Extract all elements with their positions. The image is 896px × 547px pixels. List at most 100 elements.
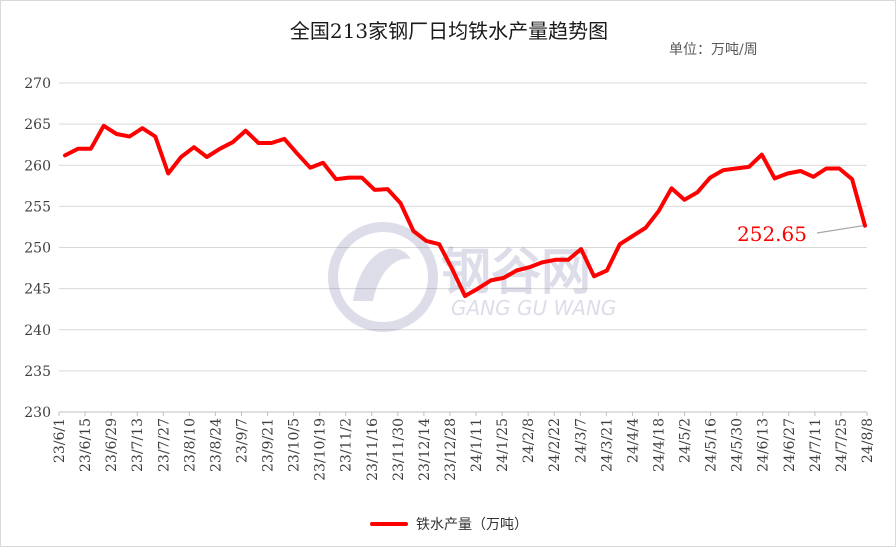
data-point xyxy=(219,148,221,150)
data-point xyxy=(270,142,272,144)
data-point xyxy=(606,270,608,272)
y-tick-label-245: 245 xyxy=(24,282,51,298)
x-tick-label-23/9/21: 23/9/21 xyxy=(261,418,277,472)
x-tick-label-24/8/8: 24/8/8 xyxy=(860,418,876,463)
y-tick-label-230: 230 xyxy=(24,405,51,421)
data-point xyxy=(399,202,401,204)
data-point xyxy=(825,168,827,170)
x-tick-label-23/6/15: 23/6/15 xyxy=(78,418,94,472)
x-tick-label-24/3/7: 24/3/7 xyxy=(573,418,589,463)
x-tick-label-24/5/2: 24/5/2 xyxy=(678,418,694,463)
data-point xyxy=(348,177,350,179)
x-tick-label-23/10/5: 23/10/5 xyxy=(287,418,303,472)
x-tick-label-24/6/13: 24/6/13 xyxy=(756,418,772,472)
data-point xyxy=(206,156,208,158)
x-tick-label-23/11/30: 23/11/30 xyxy=(391,418,407,481)
data-point xyxy=(283,138,285,140)
y-tick-label-240: 240 xyxy=(24,323,51,339)
data-point xyxy=(516,270,518,272)
legend-label: 铁水产量（万吨） xyxy=(416,517,528,533)
x-tick-label-23/6/1: 23/6/1 xyxy=(52,418,68,463)
x-tick-label-24/3/21: 24/3/21 xyxy=(599,418,615,472)
data-point xyxy=(412,230,414,232)
y-tick-label-270: 270 xyxy=(24,76,51,92)
data-point xyxy=(245,130,247,132)
annotation-leader-line xyxy=(816,225,864,234)
y-tick-label-235: 235 xyxy=(24,364,51,380)
data-point xyxy=(258,142,260,144)
data-point xyxy=(167,172,169,174)
data-point xyxy=(477,288,479,290)
x-tick-label-24/2/22: 24/2/22 xyxy=(547,418,563,472)
data-point xyxy=(361,177,363,179)
y-tick-label-255: 255 xyxy=(24,199,51,215)
x-tick-label-23/8/24: 23/8/24 xyxy=(208,418,224,472)
data-point xyxy=(374,189,376,191)
x-tick-label-23/8/10: 23/8/10 xyxy=(182,418,198,472)
data-point xyxy=(748,166,750,168)
x-tick-label-23/7/27: 23/7/27 xyxy=(156,418,172,472)
y-tick-label-250: 250 xyxy=(24,241,51,257)
data-point xyxy=(722,169,724,171)
x-tick-label-24/1/25: 24/1/25 xyxy=(495,418,511,472)
legend: 铁水产量（万吨） xyxy=(1,514,895,534)
data-point xyxy=(232,141,234,143)
data-point xyxy=(541,261,543,263)
watermark-en-text: GANG GU WANG xyxy=(451,296,616,320)
legend-swatch xyxy=(370,522,408,526)
data-point xyxy=(735,168,737,170)
x-tick-label-24/5/16: 24/5/16 xyxy=(704,418,720,472)
x-tick-label-24/7/11: 24/7/11 xyxy=(808,418,824,472)
y-tick-label-260: 260 xyxy=(24,158,51,174)
data-point xyxy=(90,148,92,150)
chart-title: 全国213家钢厂日均铁水产量趋势图 xyxy=(289,19,609,43)
data-point xyxy=(322,162,324,164)
data-point xyxy=(129,135,131,137)
data-point xyxy=(709,177,711,179)
data-point xyxy=(425,240,427,242)
data-point xyxy=(490,279,492,281)
data-point xyxy=(658,210,660,212)
y-axis-ticks: 270 265 260 255 250 245 240 235 230 xyxy=(24,76,51,421)
data-point xyxy=(529,266,531,268)
data-point xyxy=(387,188,389,190)
x-tick-label-23/9/7: 23/9/7 xyxy=(234,418,250,463)
x-tick-label-24/4/18: 24/4/18 xyxy=(651,418,667,472)
data-point xyxy=(696,191,698,193)
data-point xyxy=(838,168,840,170)
x-tick-label-23/11/16: 23/11/16 xyxy=(365,418,381,481)
data-point xyxy=(193,146,195,148)
data-point xyxy=(812,176,814,178)
data-point xyxy=(116,133,118,135)
data-point xyxy=(141,127,143,129)
data-point xyxy=(645,227,647,229)
data-point xyxy=(438,243,440,245)
data-point xyxy=(683,199,685,201)
data-point xyxy=(799,170,801,172)
x-tick-label-24/4/4: 24/4/4 xyxy=(625,418,641,463)
data-point xyxy=(554,259,556,261)
x-tick-label-24/1/11: 24/1/11 xyxy=(469,418,485,472)
x-tick-label-23/12/14: 23/12/14 xyxy=(417,418,433,481)
data-point xyxy=(77,148,79,150)
series-layer xyxy=(63,123,867,298)
data-point xyxy=(451,268,453,270)
data-point xyxy=(309,167,311,169)
x-tick-label-23/12/28: 23/12/28 xyxy=(443,418,459,481)
watermark-circle xyxy=(328,222,438,332)
data-point xyxy=(180,156,182,158)
data-point xyxy=(619,243,621,245)
data-point xyxy=(296,153,298,155)
x-tick-label-24/6/27: 24/6/27 xyxy=(782,418,798,472)
data-point xyxy=(851,178,853,180)
data-point xyxy=(864,225,866,227)
data-point xyxy=(335,178,337,180)
y-tick-label-265: 265 xyxy=(24,117,51,133)
data-point xyxy=(761,154,763,156)
data-point xyxy=(464,295,466,297)
x-tick-label-23/11/2: 23/11/2 xyxy=(339,418,355,472)
x-tick-label-23/6/29: 23/6/29 xyxy=(104,418,120,472)
data-point xyxy=(567,259,569,261)
